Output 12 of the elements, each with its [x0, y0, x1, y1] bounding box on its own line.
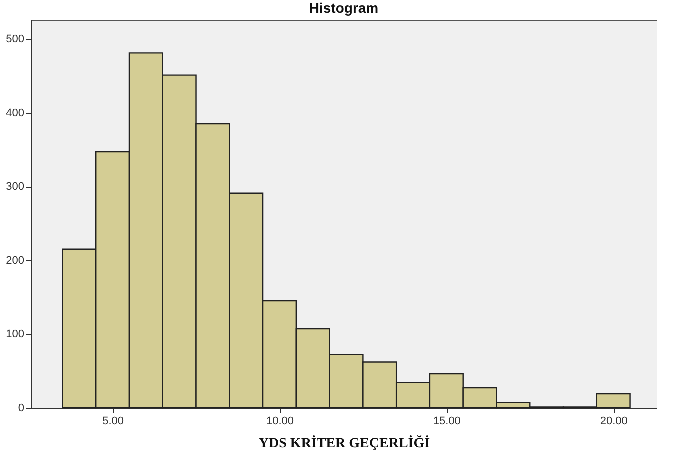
chart-title: Histogram	[309, 0, 379, 16]
y-tick-label: 200	[6, 254, 24, 267]
x-tick-label: 20.00	[600, 416, 628, 428]
x-tick-label: 5.00	[102, 416, 124, 428]
y-tick-label: 400	[6, 107, 24, 120]
x-tick-label: 10.00	[266, 416, 294, 428]
y-tick-label: 500	[6, 34, 24, 46]
y-tick-label: 300	[6, 181, 24, 194]
y-tick-label: 0	[18, 402, 24, 414]
x-tick-label: 15.00	[433, 416, 461, 428]
x-axis-title: YDS KRİTER GEÇERLİĞİ	[258, 434, 430, 452]
y-tick-label: 100	[6, 328, 24, 341]
